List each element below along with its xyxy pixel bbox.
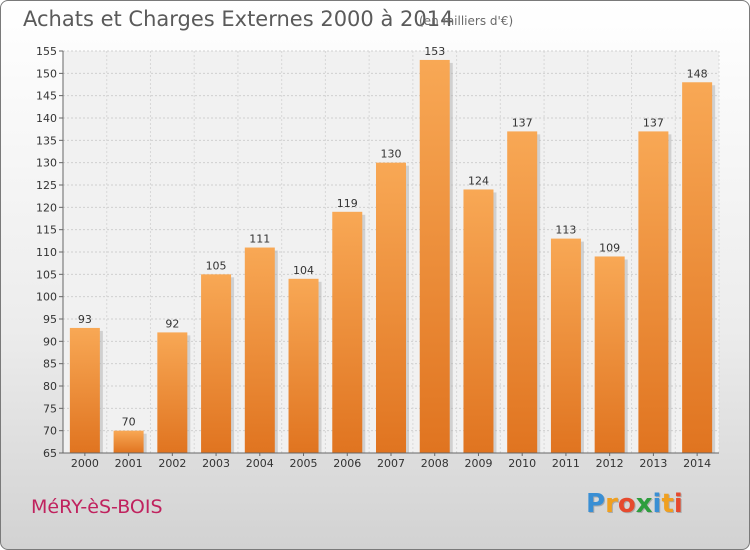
logo-letter: x <box>635 489 653 519</box>
value-label: 124 <box>468 174 489 187</box>
chart-title: Achats et Charges Externes 2000 à 2014 <box>23 7 454 31</box>
value-label: 119 <box>337 197 358 210</box>
y-tick-label: 90 <box>43 335 57 348</box>
value-label: 92 <box>165 317 179 330</box>
value-label: 104 <box>293 264 314 277</box>
logo-letter: i <box>673 489 683 519</box>
bar <box>201 274 232 453</box>
bar <box>244 247 275 453</box>
bar <box>419 59 450 453</box>
x-tick-label: 2014 <box>683 457 711 470</box>
bar <box>157 332 188 453</box>
x-tick-label: 2001 <box>115 457 143 470</box>
logo-letter: P <box>586 489 606 519</box>
y-tick-label: 150 <box>36 67 57 80</box>
y-tick-label: 135 <box>36 134 57 147</box>
bar <box>288 278 319 453</box>
y-tick-label: 105 <box>36 268 57 281</box>
value-label: 113 <box>555 224 576 237</box>
chart-subtitle: (en milliers d'€) <box>419 14 514 28</box>
bars <box>69 59 716 454</box>
x-tick-labels: 2000 2001 2002 2003 2004 2005 2006 2007 2008 2009… <box>71 453 711 470</box>
y-tick-label: 140 <box>36 112 57 125</box>
x-tick-label: 2007 <box>377 457 405 470</box>
y-tick-label: 115 <box>36 224 57 237</box>
bar <box>69 327 100 453</box>
x-tick-label: 2002 <box>158 457 186 470</box>
x-tick-label: 2003 <box>202 457 230 470</box>
x-tick-label: 2005 <box>290 457 318 470</box>
bar <box>332 211 363 453</box>
y-tick-label: 65 <box>43 447 57 460</box>
x-tick-label: 2008 <box>421 457 449 470</box>
y-tick-label: 70 <box>43 425 57 438</box>
x-tick-label: 2013 <box>639 457 667 470</box>
bar <box>638 131 669 453</box>
bar <box>113 430 144 453</box>
value-label: 109 <box>599 241 620 254</box>
value-labels: 93 70 92 105 111 104 119 130 153 124 137 113 109 137 1… <box>78 45 708 429</box>
value-label: 130 <box>381 148 402 161</box>
value-label: 70 <box>122 416 136 429</box>
y-tick-label: 130 <box>36 157 57 170</box>
bar <box>463 189 494 453</box>
y-tick-label: 80 <box>43 380 57 393</box>
x-tick-label: 2011 <box>552 457 580 470</box>
value-label: 105 <box>206 259 227 272</box>
y-tick-label: 75 <box>43 402 57 415</box>
x-tick-label: 2006 <box>333 457 361 470</box>
y-tick-label: 145 <box>36 90 57 103</box>
logo-letter: t <box>661 489 674 519</box>
value-label: 137 <box>512 116 533 129</box>
value-label: 137 <box>643 116 664 129</box>
bar <box>507 131 538 453</box>
y-tick-label: 85 <box>43 358 57 371</box>
logo-letter: r <box>605 489 618 519</box>
y-tick-label: 110 <box>36 246 57 259</box>
y-tick-label: 120 <box>36 201 57 214</box>
town-name: MéRY-èS-BOIS <box>31 496 163 518</box>
bar <box>376 162 406 453</box>
y-tick-labels: 65 70 75 80 85 90 95 100 105 110 115 120 125 130 135 14… <box>36 45 57 460</box>
x-tick-label: 2004 <box>246 457 274 470</box>
logo-letter: i <box>652 489 662 519</box>
x-tick-label: 2012 <box>596 457 624 470</box>
logo-letter: o <box>617 489 636 519</box>
bar <box>682 82 713 454</box>
y-tick-label: 125 <box>36 179 57 192</box>
x-tick-label: 2010 <box>508 457 536 470</box>
bar <box>550 238 581 453</box>
y-tick-label: 100 <box>36 291 57 304</box>
value-label: 148 <box>687 67 708 80</box>
value-label: 93 <box>78 313 92 326</box>
bar <box>594 256 625 453</box>
value-label: 111 <box>249 233 270 246</box>
value-label: 153 <box>424 45 445 58</box>
x-tick-label: 2000 <box>71 457 99 470</box>
proxiti-logo: Proxiti <box>586 489 683 519</box>
y-tick-label: 95 <box>43 313 57 326</box>
y-tick-label: 155 <box>36 45 57 58</box>
x-tick-label: 2009 <box>464 457 492 470</box>
